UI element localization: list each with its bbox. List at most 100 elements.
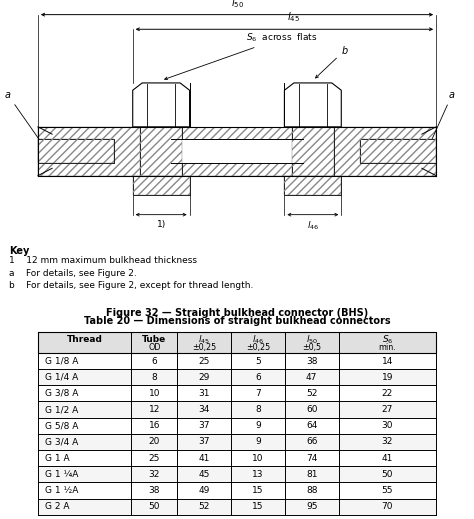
- Bar: [38, 434, 436, 450]
- Text: 13: 13: [252, 470, 264, 479]
- Text: 47: 47: [306, 373, 317, 381]
- Text: G 1/8 A: G 1/8 A: [45, 357, 78, 365]
- Bar: [360, 139, 436, 163]
- Bar: [140, 127, 182, 175]
- Text: 16: 16: [149, 421, 160, 430]
- Text: 15: 15: [252, 502, 264, 511]
- Text: 60: 60: [306, 405, 318, 414]
- Bar: [38, 332, 436, 353]
- Bar: [190, 83, 284, 127]
- Bar: [38, 418, 436, 434]
- Text: 10: 10: [149, 389, 160, 398]
- Text: $l_{46}$: $l_{46}$: [252, 333, 264, 346]
- Text: G 3/8 A: G 3/8 A: [45, 389, 78, 398]
- Text: a: a: [428, 90, 455, 148]
- Text: 31: 31: [199, 389, 210, 398]
- Text: min.: min.: [378, 343, 396, 352]
- Text: 10: 10: [252, 454, 264, 462]
- Text: 50: 50: [382, 470, 393, 479]
- Text: 41: 41: [382, 454, 393, 462]
- Text: G 1 ¼A: G 1 ¼A: [45, 470, 78, 479]
- Text: a: a: [5, 90, 46, 148]
- Text: 70: 70: [382, 502, 393, 511]
- Text: OD: OD: [148, 343, 161, 352]
- Text: b: b: [316, 46, 347, 78]
- Bar: [38, 466, 436, 483]
- Text: ±0,25: ±0,25: [246, 343, 270, 352]
- Text: 52: 52: [199, 502, 210, 511]
- Bar: [38, 127, 436, 175]
- Text: 52: 52: [306, 389, 317, 398]
- Bar: [171, 139, 303, 163]
- Text: 64: 64: [306, 421, 317, 430]
- Text: 7: 7: [255, 389, 261, 398]
- Text: 55: 55: [382, 486, 393, 495]
- Text: b    For details, see Figure 2, except for thread length.: b For details, see Figure 2, except for …: [9, 281, 254, 290]
- Text: 38: 38: [149, 486, 160, 495]
- Text: 66: 66: [306, 438, 318, 446]
- Text: G 3/4 A: G 3/4 A: [45, 438, 78, 446]
- Text: 1    12 mm maximum bulkhead thickness: 1 12 mm maximum bulkhead thickness: [9, 256, 198, 265]
- Bar: [292, 127, 334, 175]
- Text: 19: 19: [382, 373, 393, 381]
- Text: 25: 25: [149, 454, 160, 462]
- Text: 15: 15: [252, 486, 264, 495]
- Text: 45: 45: [199, 470, 210, 479]
- Bar: [284, 175, 341, 195]
- Text: 9: 9: [255, 438, 261, 446]
- Text: 50: 50: [149, 502, 160, 511]
- Text: 32: 32: [382, 438, 393, 446]
- Text: Tube: Tube: [142, 335, 166, 344]
- Text: $S_6$  across  flats: $S_6$ across flats: [164, 32, 318, 79]
- Text: 6: 6: [255, 373, 261, 381]
- Text: G 1/4 A: G 1/4 A: [45, 373, 78, 381]
- Text: $l_{45}$: $l_{45}$: [287, 10, 301, 24]
- Text: 1): 1): [156, 220, 166, 228]
- Bar: [292, 127, 334, 175]
- Text: 5: 5: [255, 357, 261, 365]
- Text: 12: 12: [149, 405, 160, 414]
- Text: 22: 22: [382, 389, 393, 398]
- Bar: [284, 175, 341, 195]
- Polygon shape: [284, 83, 341, 127]
- Text: 6: 6: [152, 357, 157, 365]
- Text: $l_{50}$: $l_{50}$: [230, 0, 244, 10]
- Text: 41: 41: [199, 454, 210, 462]
- Text: a    For details, see Figure 2.: a For details, see Figure 2.: [9, 269, 137, 278]
- Text: 38: 38: [306, 357, 318, 365]
- Polygon shape: [133, 83, 190, 127]
- Text: 49: 49: [199, 486, 210, 495]
- Bar: [38, 127, 436, 175]
- Text: 8: 8: [152, 373, 157, 381]
- Text: 32: 32: [149, 470, 160, 479]
- Text: 27: 27: [382, 405, 393, 414]
- Bar: [38, 139, 114, 163]
- Text: 29: 29: [199, 373, 210, 381]
- Text: 95: 95: [306, 502, 318, 511]
- Bar: [38, 369, 436, 385]
- Bar: [140, 127, 182, 175]
- Text: $S_6$: $S_6$: [382, 333, 393, 346]
- Text: G 2 A: G 2 A: [45, 502, 70, 511]
- Text: 9: 9: [255, 421, 261, 430]
- Text: 88: 88: [306, 486, 318, 495]
- Bar: [38, 450, 436, 466]
- Text: Key: Key: [9, 246, 30, 256]
- Text: $l_{46}$: $l_{46}$: [307, 220, 319, 232]
- Text: ±0,5: ±0,5: [302, 343, 321, 352]
- Bar: [360, 139, 436, 163]
- Bar: [38, 385, 436, 402]
- Text: 34: 34: [199, 405, 210, 414]
- Text: 20: 20: [149, 438, 160, 446]
- Text: G 1/2 A: G 1/2 A: [45, 405, 78, 414]
- Bar: [38, 139, 114, 163]
- Bar: [38, 353, 436, 369]
- Bar: [133, 175, 190, 195]
- Text: 14: 14: [382, 357, 393, 365]
- Bar: [38, 499, 436, 515]
- Text: 30: 30: [382, 421, 393, 430]
- Text: G 1 ½A: G 1 ½A: [45, 486, 78, 495]
- Bar: [133, 175, 190, 195]
- Text: 25: 25: [199, 357, 210, 365]
- Text: 81: 81: [306, 470, 318, 479]
